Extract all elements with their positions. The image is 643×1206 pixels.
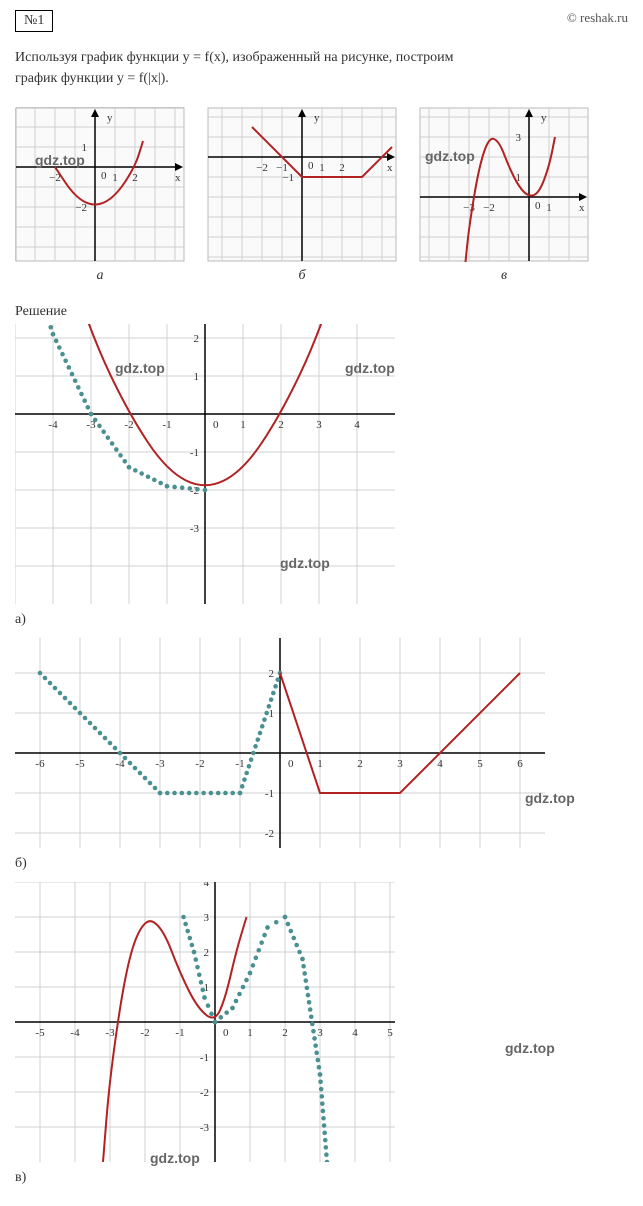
svg-text:-5: -5	[35, 1027, 45, 1039]
svg-text:2: 2	[339, 162, 345, 174]
svg-text:0: 0	[308, 160, 314, 172]
svg-text:y: y	[541, 112, 547, 124]
svg-text:3: 3	[397, 758, 403, 770]
svg-text:2: 2	[194, 333, 200, 345]
svg-text:-4: -4	[48, 419, 58, 431]
svg-text:−1: −1	[282, 172, 294, 184]
svg-text:x: x	[387, 162, 393, 174]
svg-text:-1: -1	[190, 447, 199, 459]
chart-small-a: yx0−2121−2	[15, 107, 185, 262]
svg-text:-2: -2	[195, 758, 204, 770]
svg-text:x: x	[579, 202, 585, 214]
sub-label-b: б)	[15, 856, 628, 872]
panel-label-b: б	[298, 268, 305, 284]
chart-big-b: 0-6-5-4-3-2-1123456321-1-2-3	[15, 638, 545, 848]
panel-b: yx0−2−112−1 б	[207, 107, 397, 284]
problem-prompt: Используя график функции y = f(x), изобр…	[15, 47, 628, 89]
svg-text:2: 2	[357, 758, 363, 770]
svg-text:4: 4	[204, 882, 210, 889]
svg-text:4: 4	[437, 758, 443, 770]
svg-text:1: 1	[317, 758, 323, 770]
svg-text:4: 4	[354, 419, 360, 431]
svg-text:3: 3	[317, 1027, 323, 1039]
svg-text:0: 0	[288, 758, 294, 770]
svg-text:y: y	[314, 112, 320, 124]
svg-text:-3: -3	[200, 1122, 210, 1134]
svg-text:1: 1	[204, 982, 210, 994]
svg-text:3: 3	[204, 912, 210, 924]
prompt-line2: график функции y = f(|x|).	[15, 71, 169, 86]
svg-text:0: 0	[101, 170, 107, 182]
big-chart-c-wrap: 0 -5 -4 -3 -2 -1 1 2 3 4 5 4 3 2 1 -1 -2 -3	[15, 882, 628, 1162]
svg-text:2: 2	[282, 1027, 288, 1039]
svg-text:-3: -3	[105, 1027, 115, 1039]
big-chart-b-wrap: 0-6-5-4-3-2-1123456321-1-2-3	[15, 638, 628, 848]
svg-text:-2: -2	[124, 419, 133, 431]
chart-big-a: 0-4-3-2-1123454321-1-2-3	[15, 324, 395, 604]
svg-text:2: 2	[204, 947, 210, 959]
panel-label-c: в	[501, 268, 507, 284]
svg-text:0: 0	[535, 200, 541, 212]
panel-label-a: а	[97, 268, 104, 284]
svg-text:-1: -1	[175, 1027, 184, 1039]
svg-text:2: 2	[269, 668, 275, 680]
svg-text:1: 1	[269, 708, 275, 720]
sub-label-c: в)	[15, 1170, 628, 1186]
svg-text:3: 3	[269, 638, 275, 640]
panel-a: yx0−2121−2 а	[15, 107, 185, 284]
svg-text:1: 1	[319, 162, 325, 174]
sub-label-a: a)	[15, 612, 628, 628]
svg-text:2: 2	[278, 419, 284, 431]
svg-text:5: 5	[387, 1027, 393, 1039]
svg-text:1: 1	[82, 142, 88, 154]
svg-text:-2: -2	[140, 1027, 149, 1039]
svg-text:x: x	[175, 172, 181, 184]
svg-text:1: 1	[194, 371, 200, 383]
svg-text:-2: -2	[200, 1087, 209, 1099]
svg-text:1: 1	[112, 172, 118, 184]
copyright: © reshak.ru	[567, 10, 628, 26]
svg-text:5: 5	[477, 758, 483, 770]
prompt-line1: Используя график функции y = f(x), изобр…	[15, 50, 453, 65]
chart-small-b: yx0−2−112−1	[207, 107, 397, 262]
svg-text:6: 6	[517, 758, 523, 770]
chart-big-c: 0 -5 -4 -3 -2 -1 1 2 3 4 5 4 3 2 1 -1 -2 -3	[15, 882, 395, 1162]
svg-text:-3: -3	[190, 523, 200, 535]
svg-text:-5: -5	[75, 758, 85, 770]
svg-text:-1: -1	[265, 788, 274, 800]
svg-text:−2: −2	[75, 202, 87, 214]
big-chart-a-wrap: 0-4-3-2-1123454321-1-2-3	[15, 324, 628, 604]
svg-text:-3: -3	[155, 758, 165, 770]
svg-text:-2: -2	[265, 828, 274, 840]
svg-text:0: 0	[213, 419, 219, 431]
svg-text:2: 2	[132, 172, 138, 184]
svg-text:y: y	[107, 112, 113, 124]
svg-text:−2: −2	[483, 202, 495, 214]
svg-text:-6: -6	[35, 758, 45, 770]
svg-text:-1: -1	[235, 758, 244, 770]
svg-text:-1: -1	[200, 1052, 209, 1064]
svg-text:4: 4	[352, 1027, 358, 1039]
svg-text:0: 0	[223, 1027, 229, 1039]
svg-text:3: 3	[516, 132, 522, 144]
svg-text:1: 1	[240, 419, 246, 431]
svg-text:3: 3	[316, 419, 322, 431]
svg-text:−2: −2	[256, 162, 268, 174]
chart-small-c: yx0−3−2113	[419, 107, 589, 262]
svg-text:-1: -1	[162, 419, 171, 431]
svg-text:1: 1	[546, 202, 552, 214]
problem-number: №1	[15, 10, 53, 32]
panel-c: yx0−3−2113 в	[419, 107, 589, 284]
solution-heading: Решение	[15, 304, 628, 320]
svg-text:1: 1	[247, 1027, 253, 1039]
svg-text:-4: -4	[70, 1027, 80, 1039]
